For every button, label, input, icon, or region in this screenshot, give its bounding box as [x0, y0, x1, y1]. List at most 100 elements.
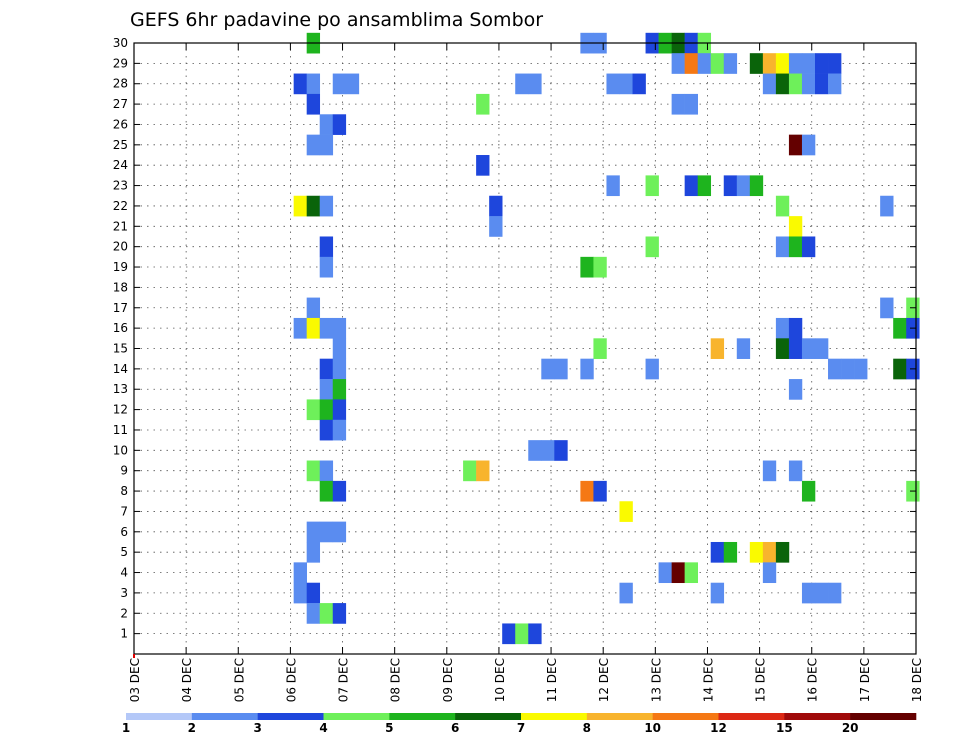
heatmap-cell: [293, 195, 307, 217]
heatmap-cell: [332, 480, 347, 502]
heatmap-cell: [632, 73, 646, 95]
heatmap-cell: [775, 338, 790, 359]
heatmap-cell: [788, 338, 803, 359]
heatmap-cell: [332, 521, 347, 543]
heatmap-cell: [580, 256, 594, 278]
colorbar-label: 3: [253, 721, 261, 735]
y-tick-label: 17: [113, 301, 128, 315]
heatmap-cell: [801, 338, 816, 359]
heatmap-cell: [593, 256, 607, 278]
y-tick-label: 10: [113, 443, 128, 457]
heatmap-cell: [710, 338, 725, 359]
heatmap-cell: [319, 379, 334, 400]
heatmap-cell: [828, 582, 842, 604]
heatmap-cell: [801, 480, 816, 502]
heatmap-cell: [476, 93, 490, 115]
colorbar-swatch: [784, 713, 851, 720]
heatmap-cell: [319, 419, 334, 441]
heatmap-cell: [788, 236, 803, 258]
x-tick-label: 03 DEC: [128, 658, 142, 702]
heatmap-cell: [306, 521, 321, 543]
heatmap-cell: [319, 399, 334, 421]
heatmap-cell: [319, 134, 334, 156]
x-tick-label: 10 DEC: [493, 658, 507, 702]
heatmap-cell: [723, 175, 738, 197]
y-tick-label: 22: [113, 199, 128, 213]
heatmap-cell: [593, 480, 607, 502]
heatmap-cell: [710, 53, 725, 74]
colorbar-label: 15: [776, 721, 793, 735]
heatmap-cell: [306, 73, 321, 95]
heatmap-cell: [476, 460, 490, 482]
heatmap-cell: [306, 603, 321, 624]
heatmap-cell: [814, 73, 829, 95]
heatmap-cell: [788, 216, 803, 237]
x-tick-label: 07 DEC: [337, 658, 351, 702]
heatmap-cell: [319, 480, 334, 502]
heatmap-cell: [319, 236, 334, 258]
heatmap-cell: [476, 155, 490, 176]
heatmap-cell: [775, 73, 790, 95]
heatmap-cell: [749, 541, 764, 563]
heatmap-cell: [306, 460, 321, 482]
y-tick-label: 23: [113, 179, 128, 193]
heatmap-cell: [788, 53, 803, 74]
heatmap-cell: [332, 399, 347, 421]
heatmap-cell: [541, 440, 555, 461]
heatmap-cell: [762, 53, 777, 74]
heatmap-cell: [775, 53, 790, 74]
heatmap-cell: [293, 73, 307, 95]
y-tick-label: 7: [120, 504, 128, 518]
heatmap-cell: [332, 603, 347, 624]
heatmap-cell: [319, 256, 334, 278]
colorbar-label: 2: [188, 721, 196, 735]
y-tick-label: 21: [113, 219, 128, 233]
heatmap-cell: [801, 236, 816, 258]
colorbar-label: 20: [842, 721, 859, 735]
x-tick-label: 04 DEC: [180, 658, 194, 702]
heatmap-cell: [606, 73, 620, 95]
colorbar-swatch: [850, 713, 917, 720]
colorbar-label: 1: [122, 721, 130, 735]
heatmap-cell: [306, 317, 321, 339]
y-tick-label: 5: [120, 545, 128, 559]
heatmap-cell: [332, 114, 347, 135]
heatmap-cell: [332, 419, 347, 441]
colorbar-swatch: [718, 713, 785, 720]
y-tick-label: 20: [113, 240, 128, 254]
heatmap-cell: [619, 582, 633, 604]
heatmap-cell: [332, 73, 347, 95]
heatmap-cell: [554, 440, 568, 461]
heatmap-cell: [671, 93, 685, 115]
heatmap-cell: [841, 358, 855, 380]
heatmap-cell: [554, 358, 568, 380]
heatmap-cell: [606, 175, 620, 197]
heatmap-cell: [528, 623, 542, 645]
y-tick-label: 26: [113, 117, 128, 131]
x-tick-label: 14 DEC: [701, 658, 715, 702]
colorbar-swatch: [652, 713, 719, 720]
heatmap-cell: [710, 582, 725, 604]
heatmap-cell: [306, 93, 321, 115]
heatmap-cell: [332, 317, 347, 339]
y-tick-label: 19: [113, 260, 128, 274]
heatmap-cell: [880, 297, 894, 319]
colorbar-label: 10: [644, 721, 661, 735]
colorbar-label: 8: [583, 721, 591, 735]
heatmap-cell: [515, 73, 529, 95]
heatmap-cell: [671, 53, 685, 74]
colorbar-swatch: [257, 713, 324, 720]
y-tick-label: 11: [113, 423, 128, 437]
y-tick-label: 3: [120, 586, 128, 600]
heatmap-cell: [880, 195, 894, 217]
heatmap-cell: [645, 236, 659, 258]
heatmap-cell: [801, 53, 816, 74]
heatmap-cell: [293, 582, 307, 604]
colorbar-label: 7: [517, 721, 525, 735]
heatmap-cell: [293, 562, 307, 584]
heatmap-cell: [319, 114, 334, 135]
heatmap-cell: [697, 175, 712, 197]
heatmap-cell: [319, 317, 334, 339]
chart-title: GEFS 6hr padavine po ansamblima Sombor: [130, 9, 543, 31]
